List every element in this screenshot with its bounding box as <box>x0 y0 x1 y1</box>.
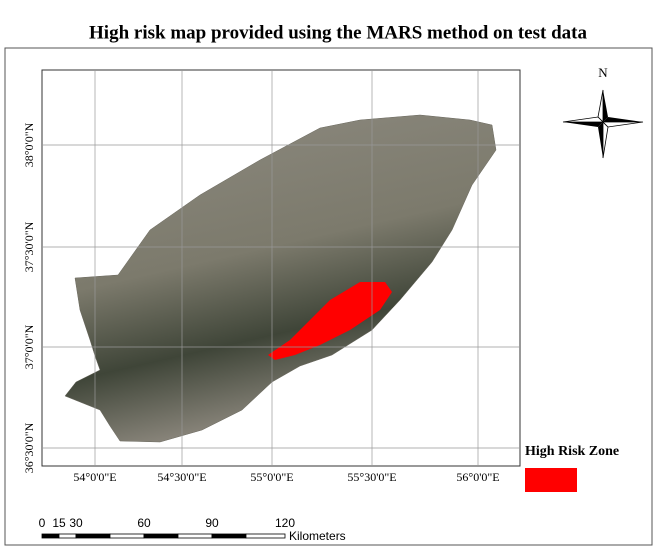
longitude-label: 54°0'0"E <box>73 470 116 484</box>
scale-segment <box>144 534 178 538</box>
north-label: N <box>598 65 608 80</box>
scale-segment <box>246 534 285 538</box>
latitude-label: 36°30'0"N <box>22 422 36 473</box>
scale-segment <box>59 534 76 538</box>
latitude-label: 37°30'0"N <box>22 221 36 272</box>
legend-label: High Risk Zone <box>525 444 619 459</box>
scale-label: 60 <box>137 516 151 530</box>
scale-label: 90 <box>205 516 219 530</box>
latitude-label: 37°0'0"N <box>22 324 36 369</box>
latitude-label: 38°0'0"N <box>22 122 36 167</box>
legend-swatch <box>525 468 577 492</box>
scale-segment <box>42 534 59 538</box>
longitude-label: 55°30'0"E <box>347 470 396 484</box>
scale-label: 15 <box>52 516 66 530</box>
scale-unit: Kilometers <box>289 529 346 543</box>
scale-segment <box>178 534 212 538</box>
longitude-label: 54°30'0"E <box>157 470 206 484</box>
map-layout: High risk map provided using the MARS me… <box>0 0 657 550</box>
scale-label: 0 <box>39 516 46 530</box>
scale-label: 120 <box>275 516 295 530</box>
longitude-label: 56°0'0"E <box>456 470 499 484</box>
scale-label: 30 <box>69 516 83 530</box>
longitude-label: 55°0'0"E <box>250 470 293 484</box>
scale-segment <box>110 534 144 538</box>
map-title: High risk map provided using the MARS me… <box>89 22 587 43</box>
scale-segment <box>212 534 246 538</box>
scale-segment <box>76 534 110 538</box>
